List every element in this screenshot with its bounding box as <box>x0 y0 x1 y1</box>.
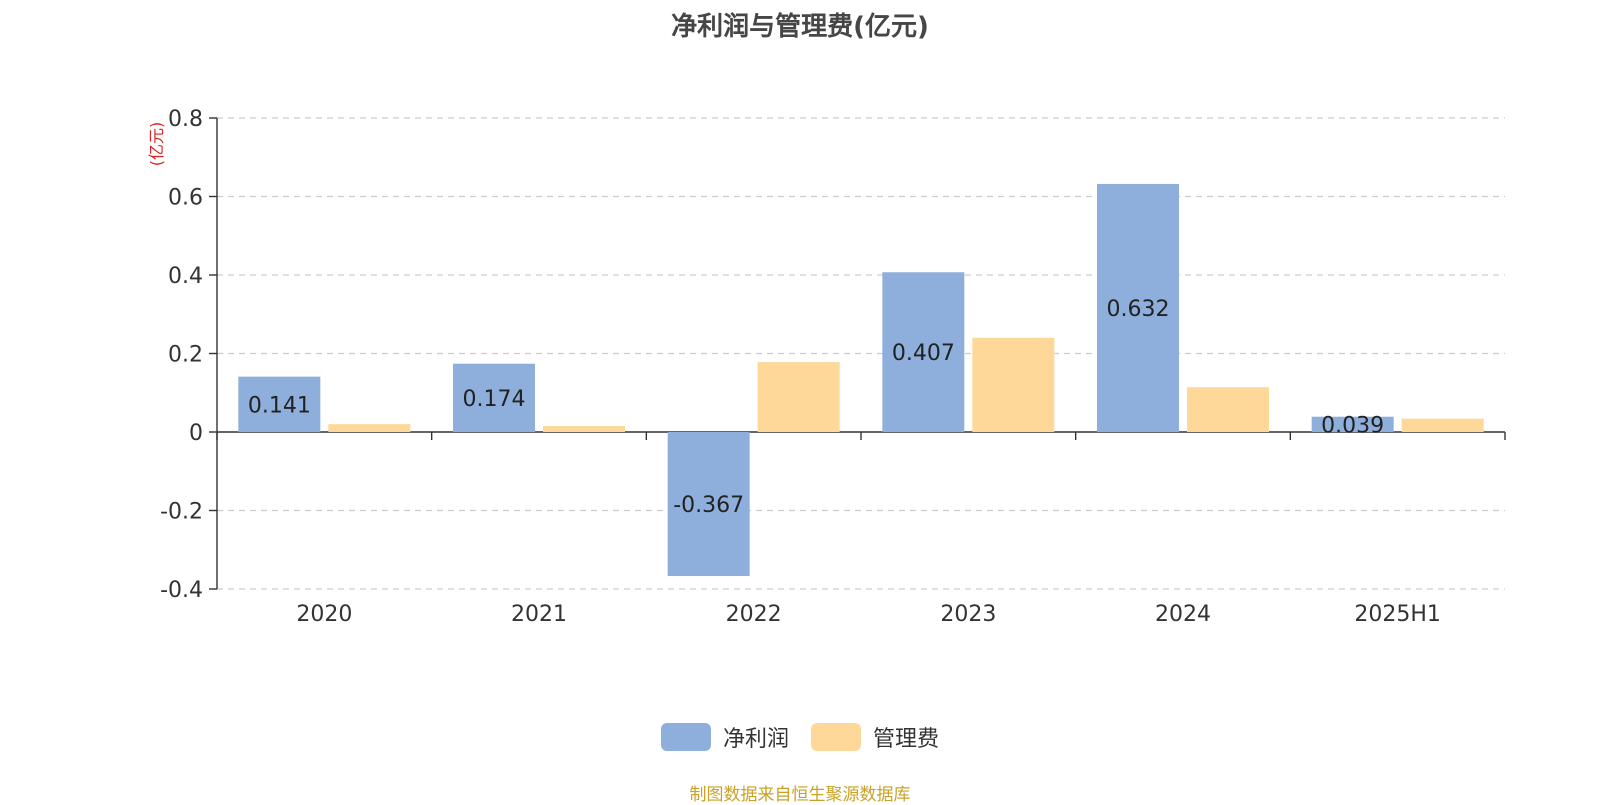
legend-swatch-admin-expense <box>811 723 861 751</box>
data-source-note: 制图数据来自恒生聚源数据库 <box>689 785 911 805</box>
legend-item-admin-expense[interactable]: 管理费 <box>811 721 939 753</box>
y-tick-label: 0 <box>189 421 203 446</box>
y-tick-label: -0.4 <box>160 578 203 603</box>
data-label: 0.141 <box>248 393 311 418</box>
axes: -0.4 -0.2 0 0.2 0.4 0.6 0.8(亿元) 2020 2021 2022 202… <box>147 107 1506 627</box>
x-tick-label: 2025H1 <box>1354 602 1441 627</box>
data-label: 0.407 <box>892 341 955 366</box>
bar-admin-expense <box>543 426 625 432</box>
bar-net-profit <box>453 363 535 432</box>
x-tick-label: 2020 <box>296 602 352 627</box>
bar-net-profit <box>882 272 965 432</box>
y-tick-label: -0.2 <box>160 500 203 525</box>
data-labels: 0.141 0.174 -0.367 0.407 0.632 0.039 <box>248 297 1384 518</box>
data-label: 0.174 <box>463 387 526 412</box>
legend-label-net-profit: 净利润 <box>722 727 789 752</box>
bar-admin-expense <box>328 424 411 432</box>
legend-swatch-net-profit <box>660 723 711 751</box>
bar-admin-expense <box>1401 418 1484 432</box>
y-tick-label: 0.8 <box>168 107 203 132</box>
grid-lines <box>217 117 1505 590</box>
legend-label-admin-expense: 管理费 <box>873 727 940 752</box>
y-axis-label: (亿元) <box>147 122 166 167</box>
bars <box>238 183 1484 577</box>
legend: 净利润 管理费 <box>0 721 1600 753</box>
x-tick-label: 2022 <box>726 602 782 627</box>
bar-net-profit <box>238 376 321 432</box>
chart-title: 净利润与管理费(亿元) <box>671 12 929 42</box>
x-tick-label: 2023 <box>940 602 996 627</box>
data-label: -0.367 <box>673 493 744 518</box>
data-label: 0.632 <box>1107 297 1170 322</box>
x-tick-label: 2024 <box>1155 602 1211 627</box>
y-tick-label: 0.4 <box>168 264 203 289</box>
bar-net-profit <box>1311 416 1394 432</box>
bar-net-profit <box>1097 183 1179 432</box>
y-tick-label: 0.6 <box>168 186 203 211</box>
x-tick-label: 2021 <box>511 602 567 627</box>
data-label: 0.039 <box>1321 413 1384 438</box>
bar-admin-expense <box>1187 387 1269 432</box>
bar-net-profit <box>667 432 750 577</box>
y-tick-label: 0.2 <box>168 343 203 368</box>
bar-admin-expense <box>972 337 1055 432</box>
legend-item-net-profit[interactable]: 净利润 <box>660 721 789 753</box>
bar-admin-expense <box>757 362 840 432</box>
